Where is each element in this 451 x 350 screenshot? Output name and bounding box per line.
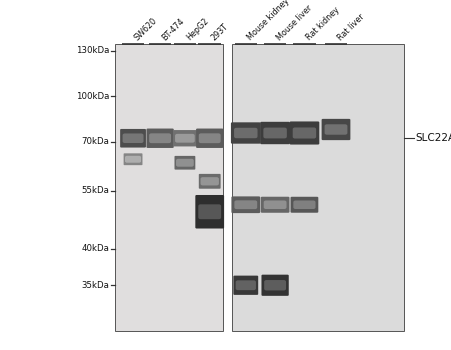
Text: 35kDa: 35kDa: [82, 281, 110, 290]
FancyBboxPatch shape: [322, 119, 350, 140]
FancyBboxPatch shape: [201, 177, 219, 186]
FancyBboxPatch shape: [175, 156, 195, 170]
FancyBboxPatch shape: [147, 128, 174, 148]
FancyBboxPatch shape: [261, 197, 290, 213]
Text: SLC22A11: SLC22A11: [415, 133, 451, 143]
FancyBboxPatch shape: [264, 201, 286, 209]
FancyBboxPatch shape: [293, 127, 316, 139]
FancyBboxPatch shape: [195, 195, 224, 229]
FancyBboxPatch shape: [234, 276, 258, 295]
FancyBboxPatch shape: [231, 196, 260, 213]
Text: SW620: SW620: [133, 16, 159, 42]
FancyBboxPatch shape: [262, 275, 289, 296]
Text: 55kDa: 55kDa: [82, 186, 110, 195]
FancyBboxPatch shape: [176, 159, 194, 167]
FancyBboxPatch shape: [235, 200, 257, 209]
Text: BT-474: BT-474: [160, 16, 186, 42]
FancyBboxPatch shape: [125, 156, 141, 163]
FancyBboxPatch shape: [123, 133, 143, 143]
Text: Mouse kidney: Mouse kidney: [246, 0, 291, 42]
Text: Mouse liver: Mouse liver: [275, 3, 314, 42]
FancyBboxPatch shape: [290, 121, 319, 145]
FancyBboxPatch shape: [120, 129, 146, 148]
Bar: [115, 44, 223, 331]
FancyBboxPatch shape: [231, 122, 261, 144]
Bar: [232, 44, 404, 331]
Text: Rat kidney: Rat kidney: [304, 5, 341, 42]
FancyBboxPatch shape: [199, 174, 221, 189]
Text: 70kDa: 70kDa: [82, 137, 110, 146]
FancyBboxPatch shape: [175, 134, 195, 143]
FancyBboxPatch shape: [173, 130, 197, 146]
Text: Rat liver: Rat liver: [336, 12, 366, 42]
FancyBboxPatch shape: [196, 128, 223, 148]
FancyBboxPatch shape: [124, 153, 143, 165]
FancyBboxPatch shape: [325, 124, 347, 135]
FancyBboxPatch shape: [149, 133, 171, 143]
FancyBboxPatch shape: [260, 122, 290, 144]
FancyBboxPatch shape: [234, 128, 258, 138]
FancyBboxPatch shape: [198, 204, 221, 219]
FancyBboxPatch shape: [199, 133, 221, 143]
FancyBboxPatch shape: [293, 201, 316, 209]
Text: 40kDa: 40kDa: [82, 244, 110, 253]
Text: 130kDa: 130kDa: [76, 46, 110, 55]
FancyBboxPatch shape: [236, 280, 256, 290]
FancyBboxPatch shape: [263, 128, 287, 138]
FancyBboxPatch shape: [264, 280, 286, 290]
FancyBboxPatch shape: [290, 197, 318, 213]
Text: 100kDa: 100kDa: [76, 92, 110, 101]
Text: HepG2: HepG2: [185, 16, 211, 42]
Text: 293T: 293T: [210, 21, 230, 42]
